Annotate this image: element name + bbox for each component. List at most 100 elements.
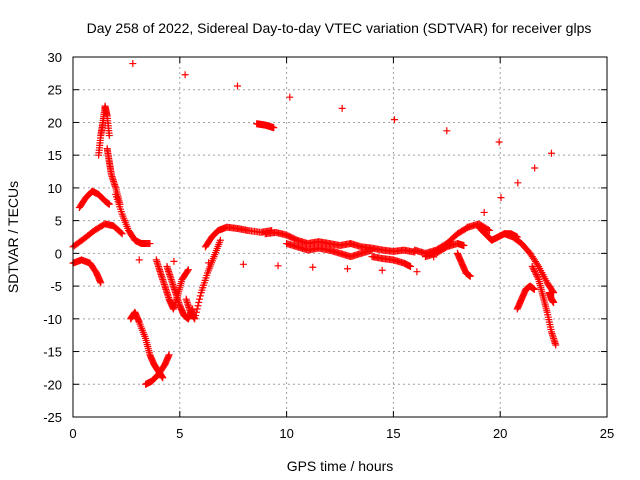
data-points	[69, 60, 560, 388]
grid-lines	[73, 57, 607, 417]
data-point	[184, 267, 192, 275]
chart-title: Day 258 of 2022, Sidereal Day-to-day VTE…	[87, 20, 592, 36]
data-point	[343, 265, 351, 273]
data-point	[531, 164, 539, 172]
data-point	[192, 312, 200, 320]
data-point	[274, 262, 282, 270]
series-arc-x	[545, 289, 558, 306]
data-point	[146, 240, 154, 248]
data-point	[195, 298, 203, 306]
data-point	[105, 132, 113, 140]
data-point	[378, 266, 386, 274]
data-point	[105, 200, 113, 208]
series-arc-l	[201, 223, 276, 251]
data-point	[390, 116, 398, 124]
series-arc-a	[69, 220, 126, 251]
data-point	[480, 208, 488, 216]
data-point	[529, 264, 537, 272]
x-tick-label: 0	[69, 426, 76, 441]
series-outliers	[129, 60, 555, 276]
data-point	[184, 266, 192, 274]
data-point	[531, 269, 539, 277]
data-point	[159, 374, 167, 382]
data-point	[552, 341, 560, 349]
series-arc-f	[112, 190, 154, 248]
data-point	[486, 226, 494, 234]
data-point	[270, 124, 278, 132]
series-arc-h	[142, 351, 173, 388]
series-arc-m	[261, 228, 355, 250]
data-point	[530, 266, 538, 274]
data-point	[460, 242, 468, 250]
data-point	[192, 308, 200, 316]
data-point	[286, 93, 294, 101]
data-point	[406, 262, 414, 270]
data-point	[463, 223, 471, 231]
data-point	[196, 292, 204, 300]
plot-frame	[72, 56, 608, 418]
y-axis-label: SDTVAR / TECUs	[5, 181, 21, 293]
data-point	[495, 138, 503, 146]
series-arc-i	[152, 256, 192, 313]
series-arc-u	[500, 230, 558, 297]
data-point	[533, 272, 541, 280]
data-point	[550, 298, 558, 306]
data-point	[239, 260, 247, 268]
y-tick-label: 5	[55, 214, 62, 229]
data-point	[484, 226, 492, 234]
x-tick-label: 25	[600, 426, 614, 441]
series-arc-b	[75, 187, 113, 212]
data-point	[117, 229, 125, 237]
series-arc-p	[368, 253, 414, 270]
data-point	[466, 272, 474, 280]
y-tick-label: 15	[48, 148, 62, 163]
data-point	[181, 71, 189, 79]
y-tick-label: 20	[48, 115, 62, 130]
y-tick-labels: 30 25 20 15 10 5 0 -5 -10 -15 -20 -25	[43, 50, 62, 425]
data-point	[514, 179, 522, 187]
data-point	[547, 149, 555, 157]
series-arc-d	[95, 102, 113, 159]
series-arc-v	[528, 262, 560, 349]
data-point	[443, 127, 451, 135]
data-point	[528, 262, 536, 270]
data-point	[534, 261, 542, 269]
data-point	[338, 104, 346, 112]
data-point	[430, 253, 438, 261]
data-point	[497, 194, 505, 202]
data-point	[165, 351, 173, 359]
y-tick-label: 25	[48, 83, 62, 98]
data-point	[531, 267, 539, 275]
data-point	[530, 285, 538, 293]
x-tick-labels: 0 5 10 15 20 25	[69, 426, 614, 441]
y-tick-label: 0	[55, 246, 62, 261]
series-cluster-9h	[253, 120, 278, 132]
x-tick-label: 20	[493, 426, 507, 441]
data-point	[194, 302, 202, 310]
data-point	[532, 271, 540, 279]
data-point	[97, 279, 105, 287]
data-point	[309, 263, 317, 271]
y-tick-label: -15	[43, 345, 62, 360]
series-arc-w	[513, 282, 538, 313]
series-arc-o	[347, 240, 419, 256]
y-tick-label: -10	[43, 312, 62, 327]
data-point	[205, 259, 213, 267]
x-axis-label: GPS time / hours	[287, 458, 394, 474]
y-tick-label: 30	[48, 50, 62, 65]
data-point	[413, 268, 421, 276]
data-point	[196, 295, 204, 303]
data-point	[118, 230, 126, 238]
series-arc-g	[127, 308, 167, 382]
series-arc-n	[283, 240, 376, 261]
data-point	[129, 60, 137, 68]
data-point	[534, 274, 542, 282]
series-arc-k	[182, 236, 224, 323]
data-point	[170, 257, 178, 265]
data-point	[135, 256, 143, 264]
data-point	[233, 82, 241, 90]
data-point	[193, 305, 201, 313]
data-point	[216, 236, 224, 244]
series-arc-c	[69, 256, 105, 287]
